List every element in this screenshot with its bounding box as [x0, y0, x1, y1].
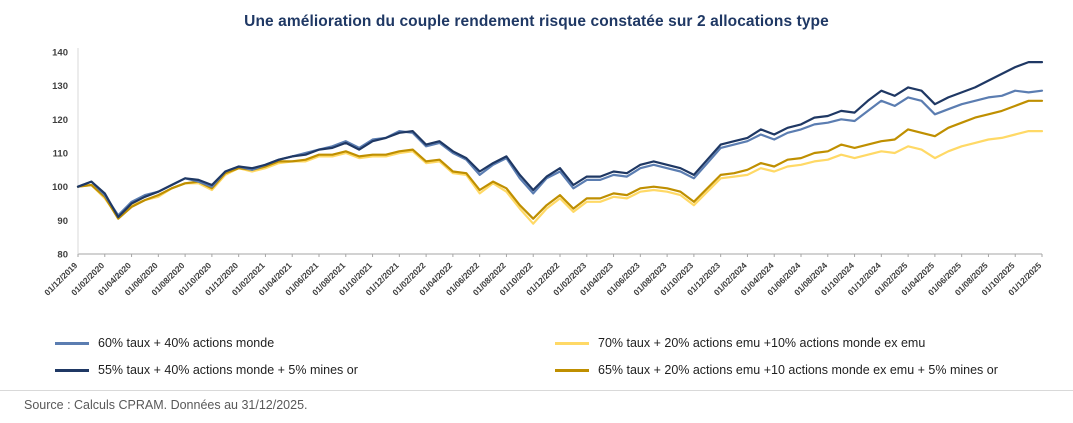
series-line-55-taux-40-actions-monde-5-mines-or — [76, 61, 1044, 219]
footer-divider — [0, 390, 1073, 391]
chart-title: Une amélioration du couple rendement ris… — [244, 13, 829, 30]
y-tick-label: 100 — [52, 182, 68, 193]
legend-label: 70% taux + 20% actions emu +10% actions … — [598, 336, 926, 350]
y-tick-label: 120 — [52, 115, 68, 126]
legend-item-70-taux-20-actions-emu: 70% taux + 20% actions emu +10% actions … — [555, 336, 1053, 350]
legend-item-60-taux-40-actions-monde: 60% taux + 40% actions monde — [55, 336, 555, 350]
y-tick-label: 110 — [53, 149, 68, 160]
legend-item-65-taux-20-actions-emu-mines-or: 65% taux + 20% actions emu +10 actions m… — [555, 363, 1053, 377]
source-note: Source : Calculs CPRAM. Données au 31/12… — [24, 398, 308, 412]
legend-label: 55% taux + 40% actions monde + 5% mines … — [98, 363, 358, 377]
y-tick-label: 80 — [57, 250, 68, 261]
series-line-65-taux-20-actions-emu-10-actions-monde-ex-emu-5-mines-or — [76, 99, 1044, 220]
legend-label: 60% taux + 40% actions monde — [98, 336, 275, 350]
y-tick-label: 90 — [57, 216, 68, 227]
legend-swatch-gold-line — [555, 368, 589, 372]
legend-label: 65% taux + 20% actions emu +10 actions m… — [598, 363, 998, 377]
y-tick-label: 130 — [52, 81, 68, 92]
legend-swatch-yellow-line — [555, 341, 589, 345]
chart-legend: 60% taux + 40% actions monde 70% taux + … — [55, 336, 1053, 377]
y-tick-label: 140 — [52, 48, 68, 59]
line-chart: 809010011012013014001/12/201901/02/20200… — [42, 48, 1044, 298]
legend-swatch-navy-line — [55, 368, 89, 372]
legend-item-55-taux-40-actions-monde-mines-or: 55% taux + 40% actions monde + 5% mines … — [55, 363, 555, 377]
legend-swatch-blue-line — [55, 341, 89, 345]
